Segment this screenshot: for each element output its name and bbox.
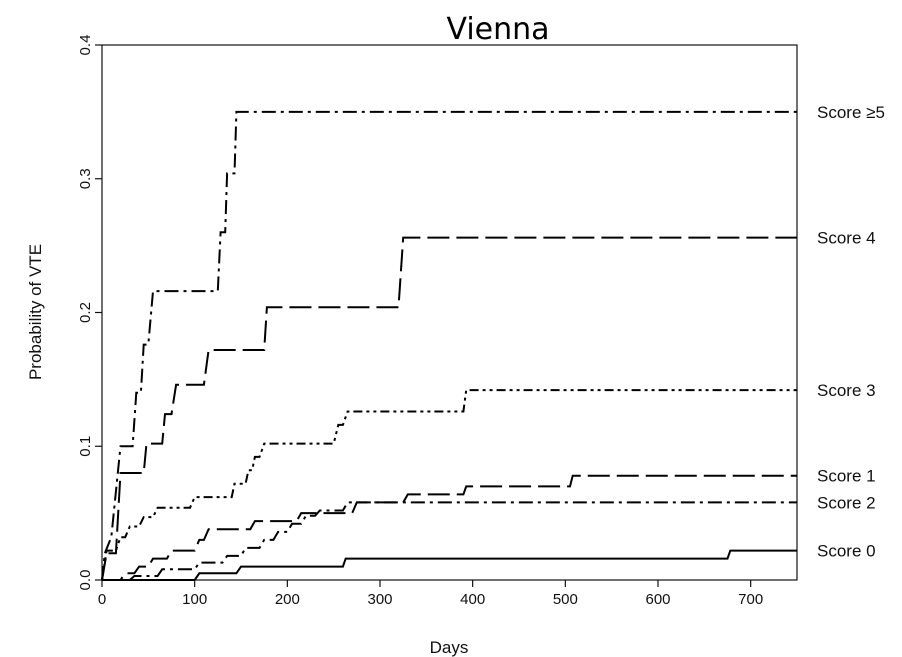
- axis-ticks: 0 100 200 300 400 500 600 700 0.0 0.1 0.2 0.3 0.4: [77, 35, 763, 608]
- y-tick-label-0.3: 0.3: [77, 168, 94, 189]
- y-tick-label-0.4: 0.4: [77, 35, 94, 56]
- chart-title: Vienna: [446, 12, 549, 47]
- y-tick-label-0.0: 0.0: [77, 570, 94, 591]
- y-tick-label-0.2: 0.2: [77, 302, 94, 323]
- x-tick-label-300: 300: [367, 591, 392, 608]
- x-tick-label-100: 100: [182, 591, 207, 608]
- x-tick-label-0: 0: [98, 591, 106, 608]
- x-tick-label-500: 500: [553, 591, 578, 608]
- series-line-5: [102, 549, 797, 581]
- series-label-2: Score 3: [817, 381, 876, 400]
- series-label-1: Score 4: [817, 229, 876, 248]
- y-tick-label-0.1: 0.1: [77, 436, 94, 457]
- series-line-1: [101, 236, 797, 581]
- x-tick-label-700: 700: [738, 591, 763, 608]
- series-line-2: [101, 389, 797, 581]
- series-lines: [101, 110, 797, 581]
- y-axis-label: Probability of VTE: [26, 244, 45, 380]
- series-label-4: Score 2: [817, 493, 876, 512]
- series-label-0: Score ≥5: [817, 103, 885, 122]
- plot-frame: [101, 44, 798, 581]
- series-line-3: [102, 474, 797, 581]
- series-line-4: [102, 501, 797, 581]
- x-tick-label-200: 200: [275, 591, 300, 608]
- x-tick-label-600: 600: [645, 591, 670, 608]
- series-label-3: Score 1: [817, 467, 876, 486]
- x-axis-label: Days: [430, 638, 469, 657]
- x-tick-label-400: 400: [460, 591, 485, 608]
- series-label-5: Score 0: [817, 542, 876, 561]
- series-labels: Score ≥5 Score 4 Score 3 Score 1 Score 2 Scor…: [817, 103, 885, 561]
- series-line-0: [101, 110, 797, 581]
